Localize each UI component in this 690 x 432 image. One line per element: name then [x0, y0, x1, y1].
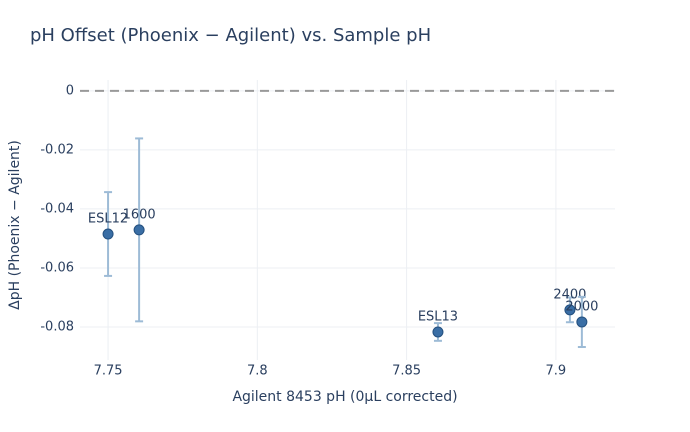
y-tick-label: -0.06	[40, 260, 74, 275]
x-tick-label: 7.8	[247, 364, 268, 379]
point	[133, 224, 145, 236]
y-tick-label: -0.08	[40, 319, 74, 334]
y-tick-label: 0	[66, 83, 74, 98]
point-label: 2400	[553, 287, 586, 302]
y-axis-title: ΔpH (Phoenix − Agilent)	[7, 140, 23, 310]
point	[432, 326, 444, 338]
point-label: 1600	[123, 207, 156, 222]
point	[102, 228, 114, 240]
x-tick-label: 7.85	[392, 364, 421, 379]
x-axis-title: Agilent 8453 pH (0µL corrected)	[232, 389, 457, 405]
point-label: 2000	[565, 299, 598, 314]
point	[564, 304, 576, 316]
chart-title: pH Offset (Phoenix − Agilent) vs. Sample…	[30, 25, 431, 46]
y-tick-label: -0.04	[40, 201, 74, 216]
y-tick-label: -0.02	[40, 142, 74, 157]
point-label: ESL13	[418, 309, 458, 324]
x-tick-label: 7.9	[546, 364, 567, 379]
point-label: ESL12	[88, 212, 128, 227]
point	[576, 316, 588, 328]
x-tick-label: 7.75	[94, 364, 123, 379]
